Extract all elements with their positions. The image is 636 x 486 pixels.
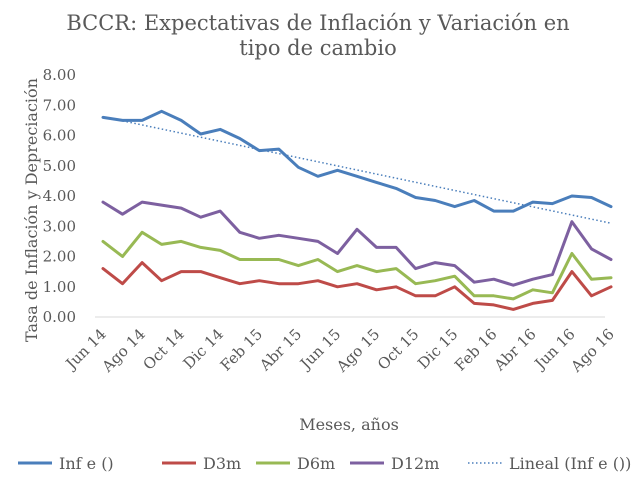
chart-title-line-2: tipo de cambio bbox=[239, 36, 396, 60]
y-axis-label: Tasa de Inflación y Depreciación bbox=[22, 78, 41, 342]
x-axis-label: Meses, años bbox=[299, 415, 399, 434]
x-tick-label: Abr 16 bbox=[490, 325, 540, 375]
series-line-d6m bbox=[101, 230, 613, 301]
legend-label: Inf e () bbox=[59, 454, 114, 473]
legend: Inf e () D3m D6m D12m Lineal (Inf e ()) bbox=[18, 454, 631, 473]
chart-title-line-1: BCCR: Expectativas de Inflación y Variac… bbox=[66, 11, 569, 35]
series-layer bbox=[101, 109, 613, 311]
series-line-d12m bbox=[101, 200, 613, 287]
series-line-inf-e bbox=[101, 109, 613, 213]
legend-label: D12m bbox=[391, 454, 439, 473]
x-tick-label: Feb 15 bbox=[217, 325, 266, 374]
legend-label: D6m bbox=[297, 454, 335, 473]
y-axis: 0.00 1.00 2.00 3.00 4.00 5.00 6.00 7.00 8.00 bbox=[43, 66, 76, 326]
y-tick-label: 3.00 bbox=[43, 217, 76, 235]
y-tick-label: 0.00 bbox=[43, 308, 76, 326]
y-tick-label: 8.00 bbox=[43, 66, 76, 84]
x-tick-label: Oct 14 bbox=[139, 325, 188, 374]
y-tick-label: 5.00 bbox=[43, 157, 76, 175]
series-line-d3m bbox=[101, 261, 613, 311]
y-tick-label: 6.00 bbox=[43, 127, 76, 145]
x-tick-label: Oct 15 bbox=[374, 325, 423, 374]
x-tick-label: Abr 15 bbox=[255, 325, 305, 375]
y-tick-label: 2.00 bbox=[43, 248, 76, 266]
x-tick-label: Ago 15 bbox=[332, 325, 383, 376]
y-tick-label: 7.00 bbox=[43, 96, 76, 114]
x-tick-label: Feb 16 bbox=[451, 325, 500, 374]
y-tick-label: 4.00 bbox=[43, 187, 76, 205]
x-tick-label: Ago 16 bbox=[567, 325, 618, 376]
y-tick-label: 1.00 bbox=[43, 278, 76, 296]
legend-label: D3m bbox=[203, 454, 241, 473]
x-tick-label: Ago 14 bbox=[98, 325, 149, 376]
legend-label: Lineal (Inf e ()) bbox=[509, 454, 631, 473]
